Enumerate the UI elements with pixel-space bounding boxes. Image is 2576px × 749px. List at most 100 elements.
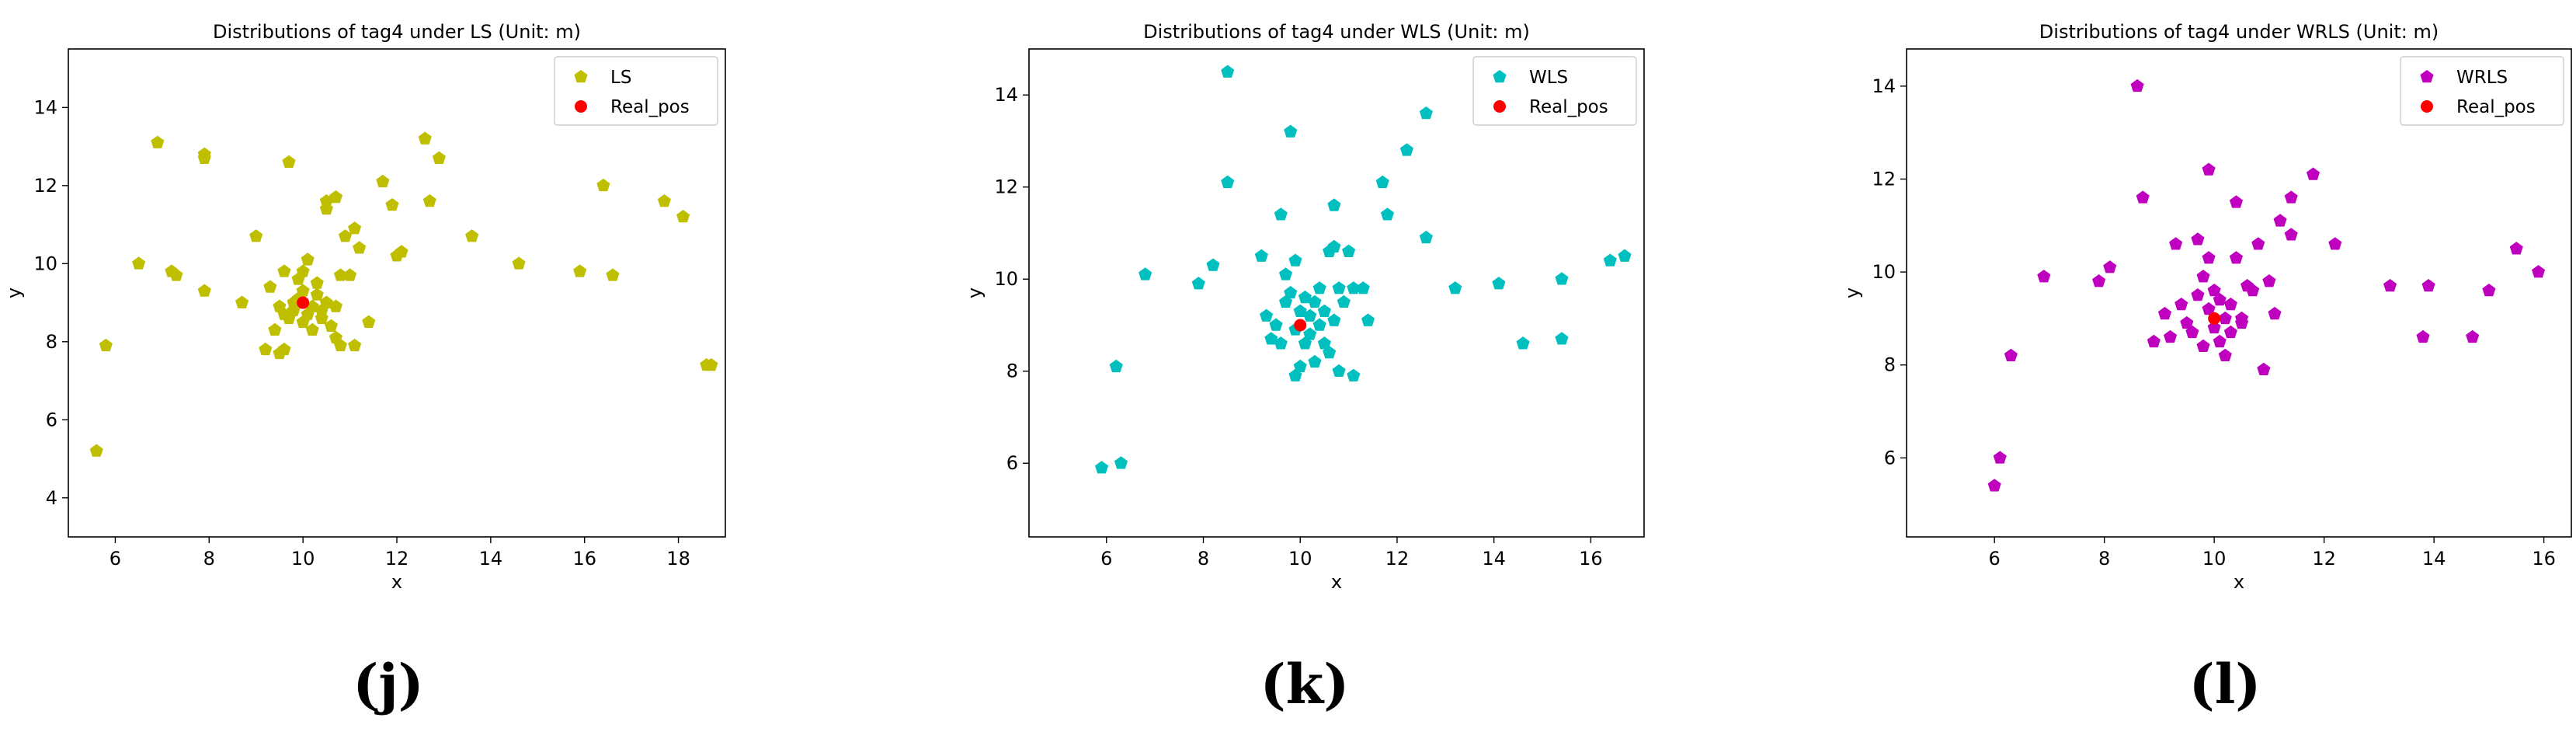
data-point-ls bbox=[89, 444, 103, 457]
data-point-ls bbox=[385, 197, 399, 211]
data-point-wrls bbox=[2284, 228, 2298, 241]
data-point-wrls bbox=[2223, 325, 2237, 339]
data-point-wls bbox=[1274, 207, 1288, 221]
data-point-ls bbox=[151, 135, 165, 148]
data-point-ls bbox=[395, 245, 408, 258]
data-point-wrls bbox=[2531, 265, 2546, 278]
y-tick-label: 6 bbox=[46, 409, 57, 430]
x-axis-label: x bbox=[391, 571, 402, 593]
data-point-wrls bbox=[2202, 162, 2216, 176]
y-axis-label: y bbox=[3, 287, 25, 298]
data-point-wrls bbox=[2482, 284, 2496, 297]
data-point-ls bbox=[301, 253, 315, 266]
data-point-wrls bbox=[2218, 348, 2232, 362]
y-axis-label: y bbox=[1841, 287, 1863, 298]
data-point-wrls bbox=[2284, 190, 2298, 204]
data-point-wrls bbox=[2251, 237, 2265, 250]
chart-panel-2: Distributions of tag4 under WLS (Unit: m… bbox=[964, 21, 1645, 716]
data-point-wls bbox=[1347, 368, 1361, 381]
data-point-wrls bbox=[2136, 190, 2150, 204]
data-point-wls bbox=[1555, 332, 1569, 345]
data-point-wls bbox=[1380, 207, 1395, 221]
data-point-wls bbox=[1221, 175, 1235, 189]
y-tick-label: 10 bbox=[994, 268, 1018, 290]
data-point-wls bbox=[1312, 281, 1326, 294]
data-point-wrls bbox=[2037, 270, 2051, 283]
data-point-wls bbox=[1327, 239, 1341, 253]
data-point-wrls bbox=[2421, 279, 2435, 292]
data-point-wrls bbox=[2306, 167, 2320, 180]
data-point-ls bbox=[418, 131, 432, 145]
data-point-wls bbox=[1278, 267, 1293, 280]
chart-title: Distributions of tag4 under LS (Unit: m) bbox=[213, 21, 581, 43]
data-point-ls bbox=[573, 264, 587, 277]
data-point-ls bbox=[263, 280, 277, 293]
data-point-wrls bbox=[2416, 329, 2430, 343]
data-point-ls bbox=[596, 178, 610, 192]
data-point-wrls bbox=[2157, 306, 2172, 320]
y-tick-label: 8 bbox=[1884, 354, 1896, 376]
x-tick-label: 6 bbox=[1989, 548, 2001, 570]
data-point-real-pos bbox=[1294, 319, 1307, 332]
x-tick-label: 10 bbox=[1288, 548, 1312, 570]
data-point-wrls bbox=[2466, 329, 2480, 343]
legend-entry: Real_pos bbox=[1529, 97, 1608, 117]
data-point-wls bbox=[1094, 461, 1109, 474]
data-point-wls bbox=[1317, 304, 1331, 317]
x-tick-label: 8 bbox=[1198, 548, 1209, 570]
data-point-wrls bbox=[2169, 237, 2183, 250]
data-point-real-pos bbox=[297, 296, 310, 309]
data-point-ls bbox=[465, 229, 479, 242]
data-point-wls bbox=[1114, 456, 1128, 469]
legend-box bbox=[2400, 56, 2564, 126]
data-point-wrls bbox=[1987, 479, 2001, 492]
y-tick-label: 4 bbox=[46, 487, 57, 509]
panel-caption: (k) bbox=[1260, 652, 1350, 716]
x-tick-label: 8 bbox=[2098, 548, 2110, 570]
data-point-wls bbox=[1323, 346, 1337, 359]
data-point-ls bbox=[197, 284, 211, 297]
data-point-wrls bbox=[2092, 274, 2106, 287]
legend: WRLS Real_pos bbox=[2400, 56, 2564, 126]
data-point-ls bbox=[259, 342, 273, 356]
y-tick-label: 8 bbox=[46, 331, 57, 353]
data-point-wls bbox=[1361, 313, 1375, 326]
data-point-ls bbox=[432, 151, 446, 164]
data-point-ls bbox=[338, 229, 353, 242]
x-tick-label: 18 bbox=[666, 548, 690, 570]
data-point-wrls bbox=[2191, 287, 2205, 301]
data-point-wrls bbox=[2229, 195, 2244, 208]
data-point-ls bbox=[169, 268, 183, 281]
x-tick-label: 8 bbox=[203, 548, 215, 570]
data-point-wls bbox=[1516, 336, 1530, 350]
data-point-wrls bbox=[2383, 279, 2397, 292]
data-point-ls bbox=[376, 174, 390, 188]
panel-caption: (l) bbox=[2189, 652, 2261, 716]
data-point-wls bbox=[1139, 267, 1152, 280]
data-point-ls bbox=[362, 315, 376, 328]
data-point-ls bbox=[282, 155, 296, 168]
data-point-ls bbox=[132, 256, 146, 270]
data-point-wls bbox=[1327, 313, 1341, 326]
data-point-wrls bbox=[2147, 334, 2161, 348]
data-point-ls bbox=[310, 287, 324, 301]
chart-panel-1: Distributions of tag4 under LS (Unit: m)… bbox=[3, 21, 726, 716]
y-tick-label: 14 bbox=[994, 84, 1018, 106]
data-point-wrls bbox=[2004, 348, 2018, 362]
legend-marker bbox=[1493, 70, 1507, 83]
legend-entry: WLS bbox=[1529, 68, 1568, 88]
data-point-wls bbox=[1269, 318, 1283, 331]
data-point-ls bbox=[277, 264, 291, 277]
chart-title: Distributions of tag4 under WRLS (Unit: … bbox=[2039, 21, 2439, 43]
data-point-wrls bbox=[2229, 251, 2244, 264]
data-point-wls bbox=[1492, 277, 1506, 290]
data-point-wls bbox=[1448, 281, 1462, 294]
data-point-wrls bbox=[2207, 284, 2221, 297]
data-point-wrls bbox=[2223, 297, 2237, 311]
x-tick-label: 10 bbox=[291, 548, 315, 570]
data-point-wrls bbox=[2262, 274, 2276, 287]
data-point-wrls bbox=[2213, 334, 2227, 348]
data-point-wls bbox=[1347, 281, 1361, 294]
data-point-wls bbox=[1206, 258, 1220, 271]
data-point-wrls bbox=[2202, 251, 2216, 264]
